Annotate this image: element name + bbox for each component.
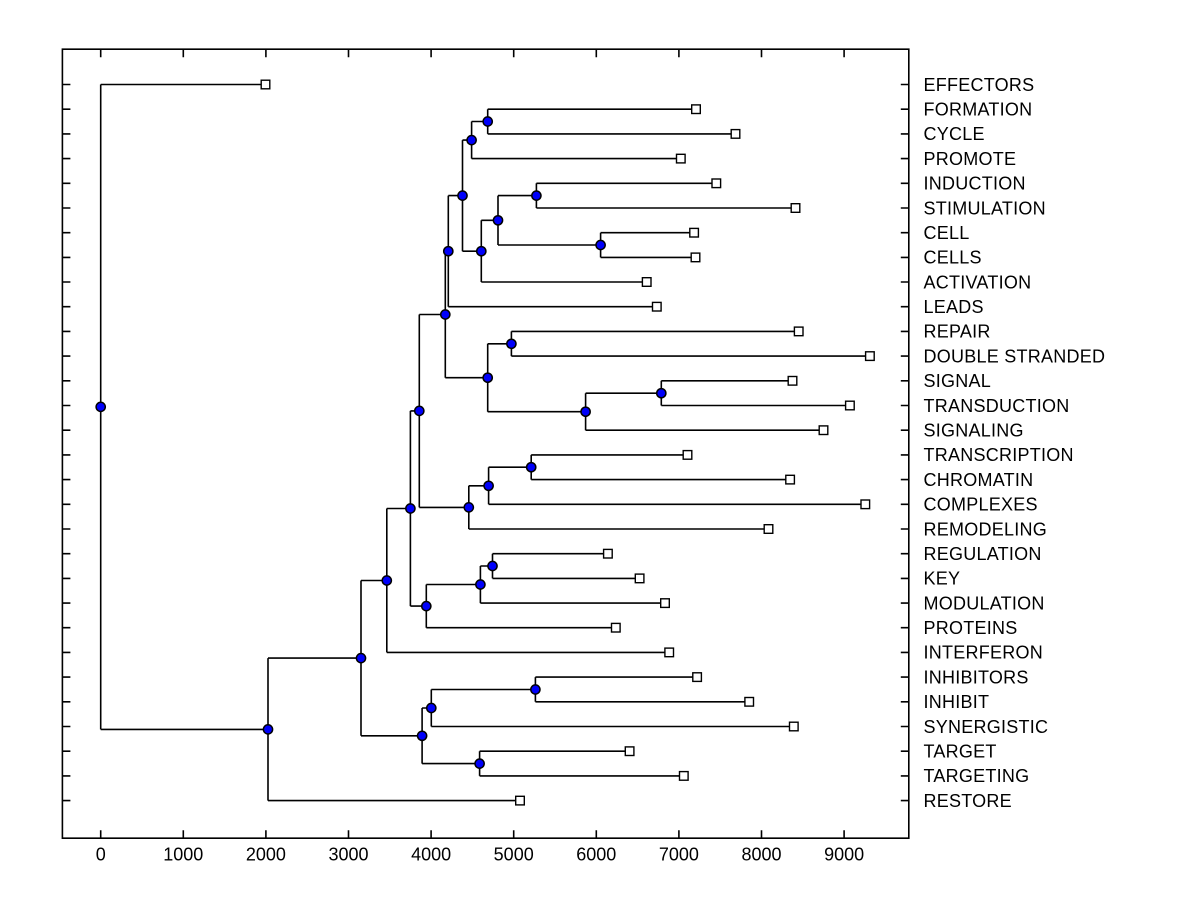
svg-text:ACTIVATION: ACTIVATION: [924, 272, 1032, 292]
svg-text:TRANSCRIPTION: TRANSCRIPTION: [924, 445, 1074, 465]
svg-text:7000: 7000: [659, 845, 699, 865]
svg-text:CELLS: CELLS: [924, 248, 982, 268]
svg-text:PROTEINS: PROTEINS: [924, 618, 1018, 638]
svg-text:3000: 3000: [328, 845, 368, 865]
svg-text:SIGNALING: SIGNALING: [924, 421, 1024, 441]
svg-text:SIGNAL: SIGNAL: [924, 371, 992, 391]
svg-text:LEADS: LEADS: [924, 297, 984, 317]
svg-text:8000: 8000: [741, 845, 781, 865]
svg-text:TARGETING: TARGETING: [924, 766, 1030, 786]
svg-text:REPAIR: REPAIR: [924, 322, 991, 342]
svg-text:COMPLEXES: COMPLEXES: [924, 495, 1038, 515]
svg-text:DOUBLE STRANDED: DOUBLE STRANDED: [924, 346, 1106, 366]
svg-text:STIMULATION: STIMULATION: [924, 198, 1046, 218]
svg-text:FORMATION: FORMATION: [924, 100, 1033, 120]
svg-text:5000: 5000: [494, 845, 534, 865]
svg-text:TRANSDUCTION: TRANSDUCTION: [924, 396, 1070, 416]
svg-text:TARGET: TARGET: [924, 742, 997, 762]
svg-text:KEY: KEY: [924, 569, 961, 589]
svg-text:9000: 9000: [824, 845, 864, 865]
svg-text:REGULATION: REGULATION: [924, 544, 1042, 564]
svg-text:INTERFERON: INTERFERON: [924, 643, 1044, 663]
svg-text:2000: 2000: [246, 845, 286, 865]
svg-text:INHIBITORS: INHIBITORS: [924, 667, 1029, 687]
svg-text:EFFECTORS: EFFECTORS: [924, 75, 1035, 95]
svg-text:CELL: CELL: [924, 223, 970, 243]
svg-text:MODULATION: MODULATION: [924, 593, 1045, 613]
svg-text:1000: 1000: [163, 845, 203, 865]
svg-text:0: 0: [96, 845, 106, 865]
svg-text:4000: 4000: [411, 845, 451, 865]
svg-text:CHROMATIN: CHROMATIN: [924, 470, 1034, 490]
svg-text:PROMOTE: PROMOTE: [924, 149, 1017, 169]
svg-text:INDUCTION: INDUCTION: [924, 174, 1026, 194]
svg-text:6000: 6000: [576, 845, 616, 865]
svg-text:RESTORE: RESTORE: [924, 791, 1012, 811]
svg-text:INHIBIT: INHIBIT: [924, 692, 990, 712]
svg-text:SYNERGISTIC: SYNERGISTIC: [924, 717, 1049, 737]
svg-text:CYCLE: CYCLE: [924, 124, 985, 144]
svg-text:REMODELING: REMODELING: [924, 519, 1048, 539]
